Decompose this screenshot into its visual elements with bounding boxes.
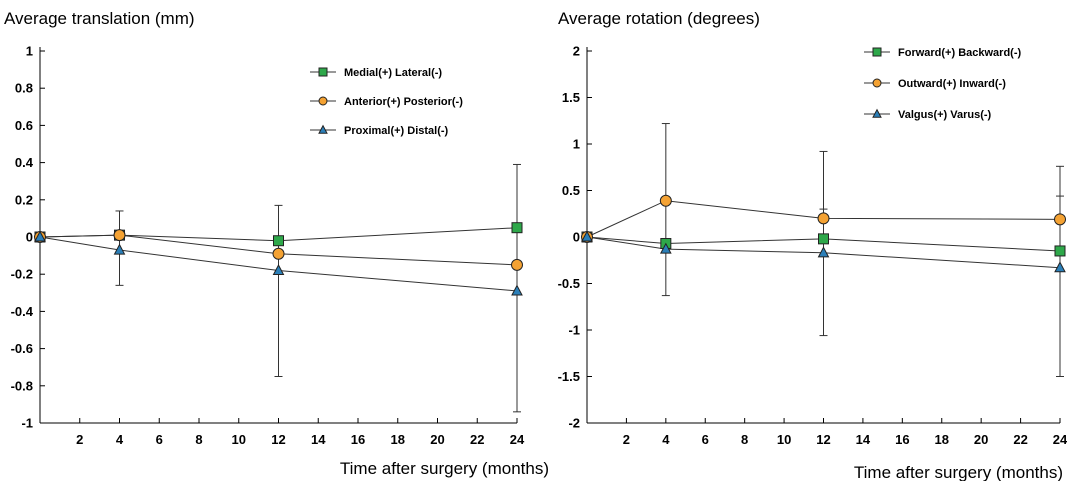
data-point-series-2 [113, 229, 126, 242]
series-line-2 [586, 200, 1061, 238]
legend-marker-1 [872, 47, 882, 57]
x-tick-label: 6 [156, 432, 163, 447]
x-tick-label: 16 [895, 432, 909, 447]
y-tick-label: -2 [568, 416, 580, 431]
legend-entry-1: Forward(+) Backward(-) [898, 47, 1021, 59]
data-point-series-2 [511, 258, 523, 271]
data-point-series-1 [1054, 245, 1066, 257]
x-tick-label: 16 [351, 432, 365, 447]
x-tick-label: 20 [974, 432, 988, 447]
data-point-series-2 [1054, 213, 1066, 226]
data-point-series-3 [581, 230, 593, 242]
legend-marker-2 [318, 96, 328, 106]
x-tick-label: 12 [816, 432, 830, 447]
x-tick-label: 20 [430, 432, 444, 447]
y-tick-label: 0.4 [15, 155, 34, 170]
x-tick-label: 2 [76, 432, 83, 447]
legend: Forward(+) Backward(-) Outward(+) Inward(… [864, 47, 1021, 121]
data-point-series-2 [817, 212, 830, 225]
x-tick-label: 24 [1053, 432, 1067, 447]
y-tick-label: -0.5 [558, 276, 580, 291]
series-line-2 [39, 234, 518, 266]
legend-marker-1 [318, 67, 328, 77]
legend-entry-2: Anterior(+) Posterior(-) [344, 96, 463, 108]
y-tick-label: 0.6 [15, 118, 33, 133]
x-tick-label: 10 [232, 432, 246, 447]
series-line-3 [39, 236, 518, 292]
y-tick-label: -0.2 [11, 267, 33, 282]
y-tick-label: -0.4 [11, 304, 34, 319]
y-tick-label: -0.6 [11, 341, 33, 356]
legend-entry-3: Proximal(+) Distal(-) [344, 125, 449, 137]
x-tick-label: 24 [510, 432, 525, 447]
y-tick-label: -1 [568, 323, 580, 338]
chart-title: Average translation (mm) [4, 9, 195, 28]
data-point-series-2 [272, 247, 285, 260]
y-tick-label: -1.5 [558, 369, 580, 384]
data-point-series-3 [113, 243, 126, 255]
data-point-series-3 [511, 284, 523, 296]
y-tick-label: 1.5 [562, 90, 580, 105]
y-tick-label: -0.8 [11, 378, 33, 393]
y-tick-label: 0.8 [15, 81, 33, 96]
data-point-series-3 [34, 230, 46, 242]
data-point-series-1 [273, 235, 284, 247]
x-tick-label: 2 [623, 432, 630, 447]
legend-marker-3 [872, 108, 882, 118]
legend-marker-2 [872, 78, 882, 88]
y-tick-label: 0.2 [15, 192, 33, 207]
y-tick-label: 0 [26, 230, 33, 245]
x-tick-label: 22 [1013, 432, 1027, 447]
data-point-series-3 [1054, 261, 1066, 273]
x-tick-label: 4 [662, 432, 670, 447]
x-tick-label: 18 [391, 432, 405, 447]
series-line-3 [586, 236, 1061, 269]
legend-marker-3 [318, 124, 328, 134]
x-axis-label: Time after surgery (months) [340, 459, 549, 478]
x-tick-label: 6 [702, 432, 709, 447]
data-point-series-2 [659, 194, 672, 207]
x-tick-label: 12 [271, 432, 285, 447]
x-tick-label: 14 [311, 432, 326, 447]
x-tick-label: 8 [741, 432, 748, 447]
chart-1: Average translation (mm) 1 0.8 0.6 0.4 0.2 0 -0… [4, 9, 549, 478]
chart-2: Average rotation (degrees) 2 1.5 1 0.5 0 -0.5 -… [558, 9, 1067, 481]
y-tick-label: 1 [573, 137, 580, 152]
data-point-series-3 [817, 246, 830, 258]
y-tick-label: 0 [573, 230, 580, 245]
x-tick-label: 14 [856, 432, 871, 447]
y-tick-label: 0.5 [562, 183, 580, 198]
x-tick-label: 4 [116, 432, 124, 447]
x-tick-label: 22 [470, 432, 484, 447]
y-tick-label: -1 [21, 416, 33, 431]
data-point-series-1 [818, 233, 829, 245]
y-tick-label: 1 [26, 44, 33, 59]
x-tick-label: 18 [935, 432, 949, 447]
series-line-1 [586, 236, 1061, 252]
legend-entry-2: Outward(+) Inward(-) [898, 78, 1006, 90]
data-point-series-3 [660, 242, 672, 254]
data-point-series-3 [272, 264, 285, 276]
chart-title: Average rotation (degrees) [558, 9, 760, 28]
x-tick-label: 8 [195, 432, 202, 447]
x-tick-label: 10 [777, 432, 791, 447]
y-tick-label: 2 [573, 44, 580, 59]
legend: Medial(+) Lateral(-) Anterior(+) Posterio… [310, 67, 463, 137]
legend-entry-3: Valgus(+) Varus(-) [898, 109, 992, 121]
legend-entry-1: Medial(+) Lateral(-) [344, 67, 442, 79]
data-point-series-1 [511, 222, 523, 234]
x-axis-label: Time after surgery (months) [854, 463, 1063, 481]
